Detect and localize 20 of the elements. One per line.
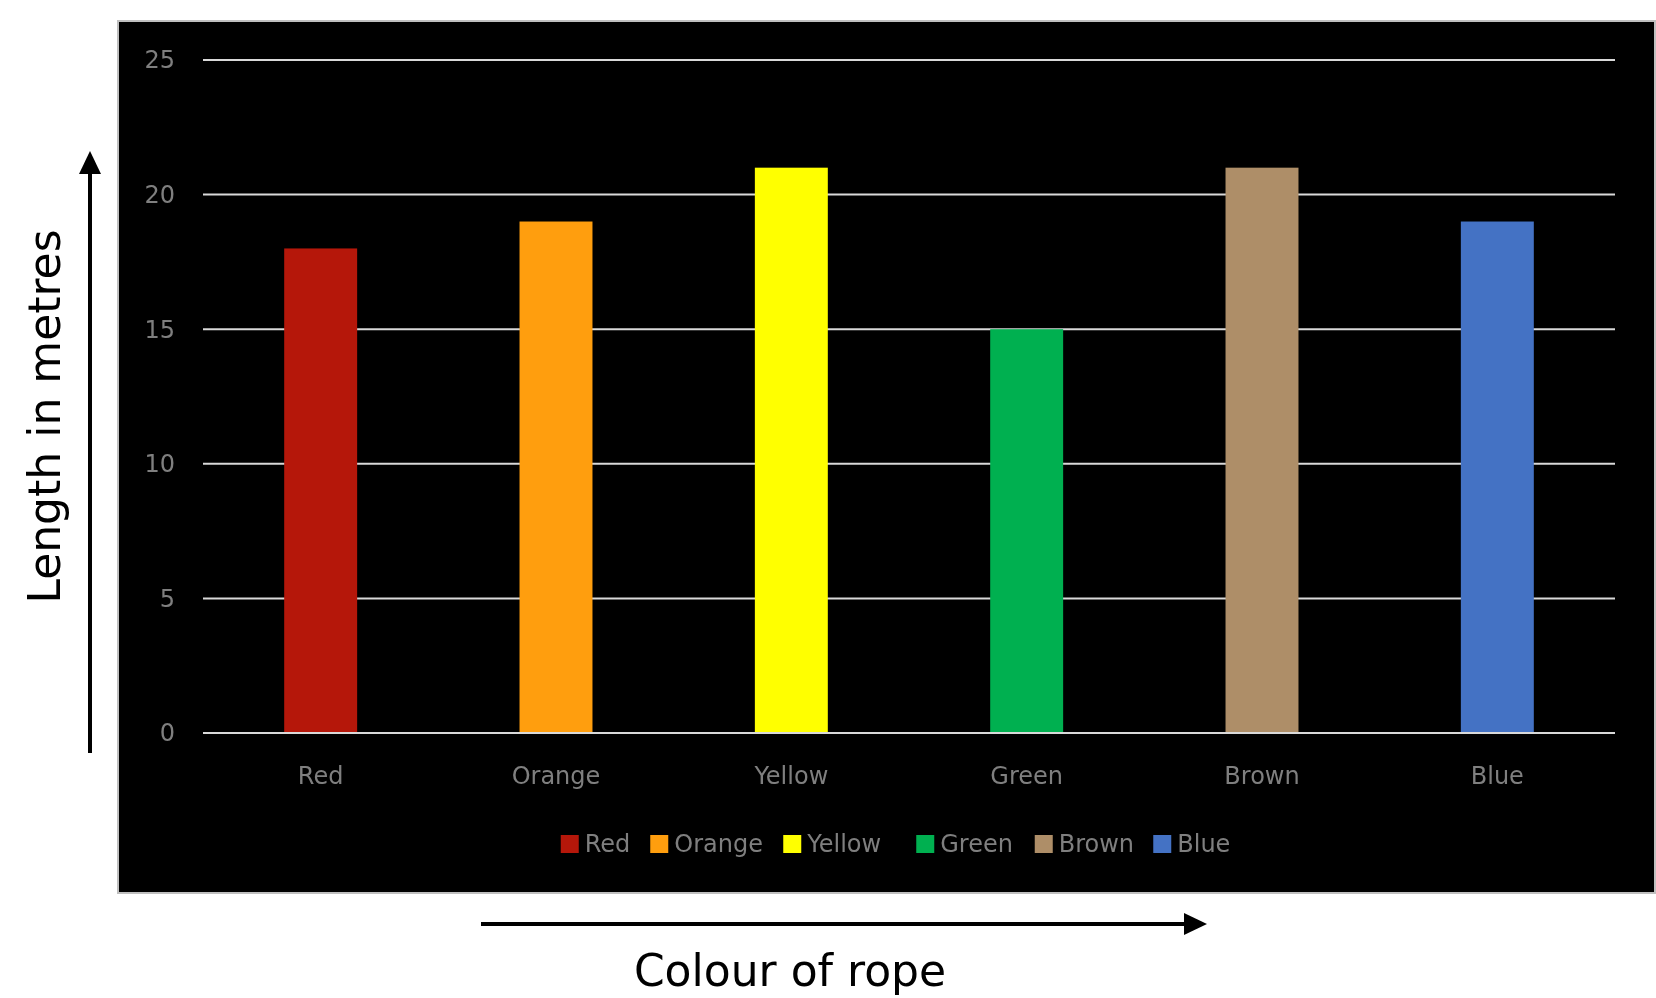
legend-label: Yellow xyxy=(806,830,882,859)
y-tick-label: 15 xyxy=(144,315,175,344)
y-tick-label: 20 xyxy=(144,181,175,209)
x-tick-label: Red xyxy=(297,762,344,791)
x-tick-label: Green xyxy=(990,762,1064,791)
legend-label: Red xyxy=(584,830,631,859)
y-tick-label: 5 xyxy=(159,584,175,613)
legend-label: Green xyxy=(940,830,1013,859)
x-tick-label: Orange xyxy=(511,762,601,791)
legend-label: Brown xyxy=(1058,830,1135,859)
x-axis-title: Colour of rope xyxy=(633,945,947,996)
x-tick-label: Yellow xyxy=(753,762,829,791)
x-tick-label: Brown xyxy=(1224,762,1300,791)
legend-label: Blue xyxy=(1177,830,1231,859)
y-tick-label: 0 xyxy=(159,719,175,748)
y-axis-title: Length in metres xyxy=(19,229,70,604)
legend-label: Orange xyxy=(674,830,763,859)
y-tick-label: 10 xyxy=(144,450,175,479)
x-tick-label: Blue xyxy=(1470,762,1524,791)
y-tick-label: 25 xyxy=(144,46,175,75)
